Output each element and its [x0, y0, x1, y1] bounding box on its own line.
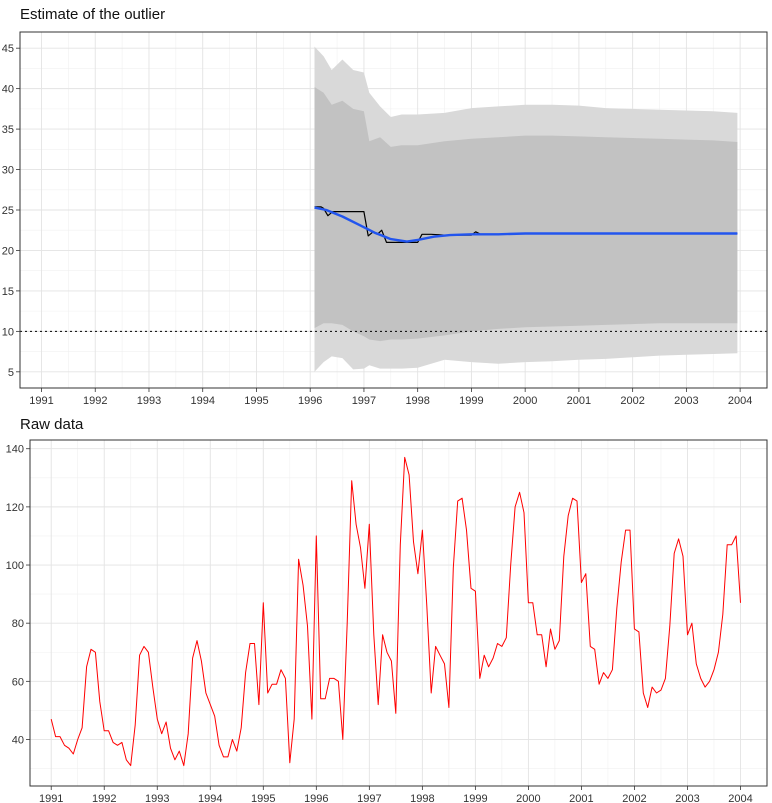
raw-y-tick-label: 100	[6, 560, 24, 572]
raw-x-tick-label: 2000	[516, 793, 540, 803]
outlier-x-tick-label: 1998	[405, 395, 429, 407]
raw-x-tick-label: 1995	[251, 793, 275, 803]
outlier-y-tick-label: 5	[8, 367, 14, 379]
outlier-y-tick-label: 10	[2, 326, 14, 338]
bottom-chart-title: Raw data	[20, 416, 84, 433]
raw-y-tick-label: 60	[12, 676, 24, 688]
outlier-x-tick-label: 1993	[137, 395, 161, 407]
raw-series-line-0	[50, 456, 741, 767]
raw-x-tick-label: 2001	[569, 793, 593, 803]
outlier-x-tick-label: 2002	[620, 395, 644, 407]
outlier-x-tick-label: 1997	[352, 395, 376, 407]
outlier-y-tick-label: 40	[2, 84, 14, 96]
outlier-x-tick-label: 1991	[29, 395, 53, 407]
raw-x-tick-label: 2004	[728, 793, 752, 803]
outlier-y-tick-label: 30	[2, 165, 14, 177]
raw-x-tick-label: 1992	[92, 793, 116, 803]
outlier-x-tick-label: 1999	[459, 395, 483, 407]
outlier-y-tick-label: 25	[2, 205, 14, 217]
raw-y-tick-label: 80	[12, 618, 24, 630]
outlier-x-tick-label: 1992	[83, 395, 107, 407]
raw-x-tick-label: 2003	[675, 793, 699, 803]
outlier-series-line-1	[314, 206, 738, 243]
raw-x-tick-label: 1996	[304, 793, 328, 803]
raw-x-tick-label: 1999	[463, 793, 487, 803]
raw-x-tick-label: 2002	[622, 793, 646, 803]
outlier-y-tick-label: 20	[2, 245, 14, 257]
raw-y-tick-label: 140	[6, 444, 24, 456]
outlier-x-tick-label: 1995	[244, 395, 268, 407]
outlier-x-tick-label: 2004	[728, 395, 752, 407]
raw-x-tick-label: 1991	[39, 793, 63, 803]
raw-plot-frame	[29, 439, 768, 787]
raw-x-tick-label: 1998	[410, 793, 434, 803]
raw-y-tick-label: 40	[12, 734, 24, 746]
raw-x-tick-label: 1997	[357, 793, 381, 803]
outlier-plot-frame	[19, 31, 768, 389]
outlier-x-tick-label: 2000	[513, 395, 537, 407]
raw-x-tick-label: 1993	[145, 793, 169, 803]
outlier-y-tick-label: 35	[2, 124, 14, 136]
outlier-y-tick-label: 15	[2, 286, 14, 298]
raw-x-tick-label: 1994	[198, 793, 222, 803]
outlier-x-tick-label: 2001	[567, 395, 591, 407]
outlier-x-tick-label: 1994	[190, 395, 214, 407]
raw-y-tick-label: 120	[6, 502, 24, 514]
top-chart-title: Estimate of the outlier	[20, 6, 166, 23]
outlier-inner-interval-band	[314, 87, 738, 342]
outlier-x-tick-label: 1996	[298, 395, 322, 407]
outlier-y-tick-label: 45	[2, 43, 14, 55]
outlier-x-tick-label: 2003	[674, 395, 698, 407]
